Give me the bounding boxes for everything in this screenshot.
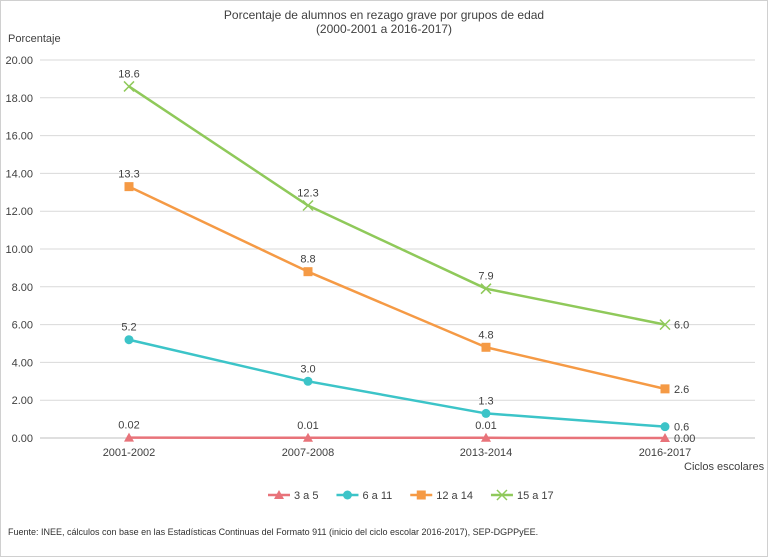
y-tick-label: 12.00: [5, 206, 33, 218]
series-2-marker: [481, 408, 491, 418]
data-label: 8.8: [300, 254, 315, 266]
series-2-marker: [660, 422, 670, 432]
y-tick-label: 16.00: [5, 131, 33, 143]
legend-swatch-marker: [274, 490, 284, 499]
series-3-marker: [124, 182, 134, 192]
x-tick-label: 2013-2014: [460, 447, 513, 459]
series-line-4: [128, 85, 666, 326]
y-tick-label: 2.00: [12, 395, 33, 407]
chart-subtitle: (2000-2001 a 2016-2017): [315, 22, 453, 36]
data-label: 1.3: [478, 395, 493, 407]
data-label: 18.6: [118, 68, 139, 80]
series-1-marker: [303, 432, 313, 442]
chart-title: Porcentaje de alumnos en rezago grave po…: [223, 8, 545, 22]
series-2-marker: [303, 376, 313, 386]
x-axis-label: Ciclos escolares: [684, 461, 765, 473]
x-tick-label: 2016-2017: [639, 447, 692, 459]
data-label: 0.6: [674, 422, 689, 434]
data-label: 0.01: [475, 420, 496, 432]
series-4-marker: [480, 283, 492, 295]
y-tick-label: 0.00: [12, 433, 33, 445]
legend-swatch-marker: [496, 489, 508, 501]
x-tick-label: 2001-2002: [103, 447, 156, 459]
data-label: 0.02: [118, 420, 139, 432]
series-2-marker: [124, 335, 134, 345]
series-1-marker: [124, 432, 134, 442]
series-4-marker: [659, 319, 671, 331]
data-label: 2.6: [674, 384, 689, 396]
source-note: Fuente: INEE, cálculos con base en las E…: [8, 527, 539, 537]
data-label: 5.2: [121, 322, 136, 334]
series-3-marker: [481, 342, 491, 352]
x-tick-label: 2007-2008: [282, 447, 335, 459]
legend-swatch-marker: [342, 490, 352, 500]
y-tick-label: 14.00: [5, 168, 33, 180]
y-tick-label: 6.00: [12, 320, 33, 332]
series-1-marker: [481, 432, 491, 442]
legend-swatch-marker: [416, 490, 426, 500]
series-4-marker: [302, 199, 314, 212]
y-axis-label: Porcentaje: [8, 33, 61, 45]
y-tick-label: 20.00: [5, 55, 33, 67]
data-label: 4.8: [478, 329, 493, 341]
data-label: 12.3: [297, 188, 318, 200]
y-tick-label: 18.00: [5, 93, 33, 105]
series-line-3: [128, 185, 666, 391]
series-4-marker: [123, 80, 135, 92]
legend-label: 15 a 17: [517, 490, 554, 502]
legend-label: 12 a 14: [436, 490, 473, 502]
data-label: 6.0: [674, 320, 689, 332]
series-3-marker: [303, 267, 313, 277]
series-1-marker: [660, 433, 670, 442]
data-label: 13.3: [118, 169, 139, 181]
legend-label: 3 a 5: [294, 490, 318, 502]
series-3-marker: [660, 384, 670, 394]
chart-title-block: Porcentaje de alumnos en rezago grave po…: [0, 8, 768, 36]
legend-label: 6 a 11: [362, 490, 392, 502]
data-label: 0.00: [674, 433, 695, 445]
data-label: 3.0: [300, 363, 315, 375]
y-tick-label: 8.00: [12, 282, 33, 294]
series-line-2: [128, 338, 666, 428]
data-label: 0.01: [297, 420, 318, 432]
y-tick-label: 10.00: [5, 244, 33, 256]
data-label: 7.9: [478, 271, 493, 283]
y-tick-label: 4.00: [12, 357, 33, 369]
